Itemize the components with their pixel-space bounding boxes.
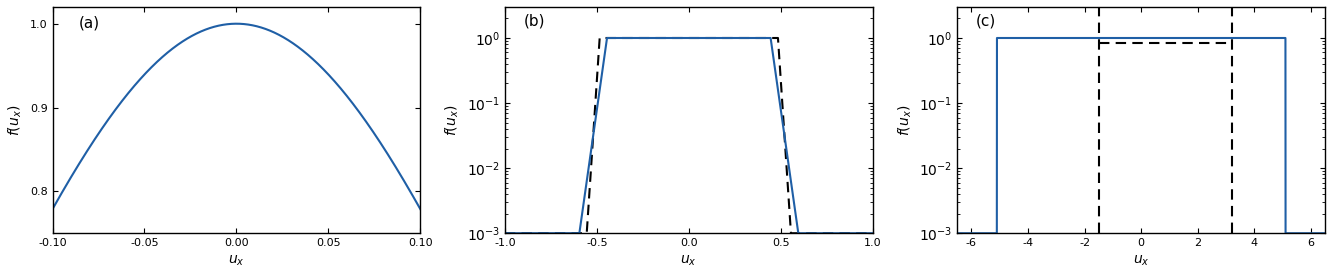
Text: (c): (c) (975, 14, 996, 29)
X-axis label: $u_x$: $u_x$ (681, 254, 697, 268)
X-axis label: $u_x$: $u_x$ (228, 254, 245, 268)
Text: (b): (b) (523, 14, 545, 29)
Y-axis label: $f(u_x)$: $f(u_x)$ (444, 104, 461, 136)
Y-axis label: $f(u_x)$: $f(u_x)$ (896, 104, 914, 136)
Text: (a): (a) (79, 16, 100, 31)
Y-axis label: $f(u_x)$: $f(u_x)$ (7, 104, 24, 136)
X-axis label: $u_x$: $u_x$ (1132, 254, 1150, 268)
